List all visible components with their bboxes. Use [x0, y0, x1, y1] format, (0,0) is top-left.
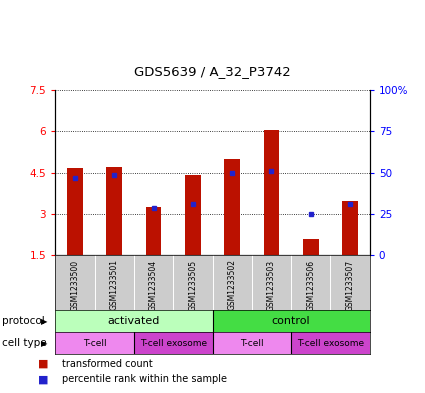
- Text: activated: activated: [108, 316, 160, 326]
- Text: GSM1233502: GSM1233502: [228, 259, 237, 310]
- Text: T-cell exosome: T-cell exosome: [140, 339, 207, 347]
- Text: percentile rank within the sample: percentile rank within the sample: [62, 374, 227, 384]
- Text: GDS5639 / A_32_P3742: GDS5639 / A_32_P3742: [134, 65, 291, 78]
- Text: cell type: cell type: [2, 338, 47, 348]
- Text: transformed count: transformed count: [62, 359, 153, 369]
- Bar: [67, 169, 83, 255]
- Bar: [185, 175, 201, 255]
- Text: GSM1233504: GSM1233504: [149, 259, 158, 310]
- Text: ■: ■: [38, 374, 49, 384]
- Text: T-cell exosome: T-cell exosome: [297, 339, 364, 347]
- Bar: [212, 332, 291, 354]
- Text: GSM1233505: GSM1233505: [188, 259, 197, 310]
- Bar: [212, 310, 370, 332]
- Text: protocol: protocol: [2, 316, 45, 326]
- Bar: [55, 310, 212, 332]
- Bar: [134, 332, 212, 354]
- Text: GSM1233506: GSM1233506: [306, 259, 315, 310]
- Text: ▶: ▶: [41, 339, 48, 347]
- Text: ▶: ▶: [41, 317, 48, 325]
- Text: T-cell: T-cell: [240, 339, 264, 347]
- Bar: [342, 202, 358, 255]
- Text: ■: ■: [38, 359, 49, 369]
- Text: control: control: [272, 316, 310, 326]
- Bar: [106, 167, 122, 255]
- Bar: [146, 207, 162, 255]
- Bar: [303, 239, 319, 255]
- Text: GSM1233500: GSM1233500: [71, 259, 79, 310]
- Bar: [264, 130, 279, 255]
- Text: GSM1233501: GSM1233501: [110, 259, 119, 310]
- Text: GSM1233503: GSM1233503: [267, 259, 276, 310]
- Text: T-cell: T-cell: [83, 339, 106, 347]
- Bar: [55, 332, 134, 354]
- Bar: [291, 332, 370, 354]
- Text: GSM1233507: GSM1233507: [346, 259, 354, 310]
- Bar: [224, 159, 240, 255]
